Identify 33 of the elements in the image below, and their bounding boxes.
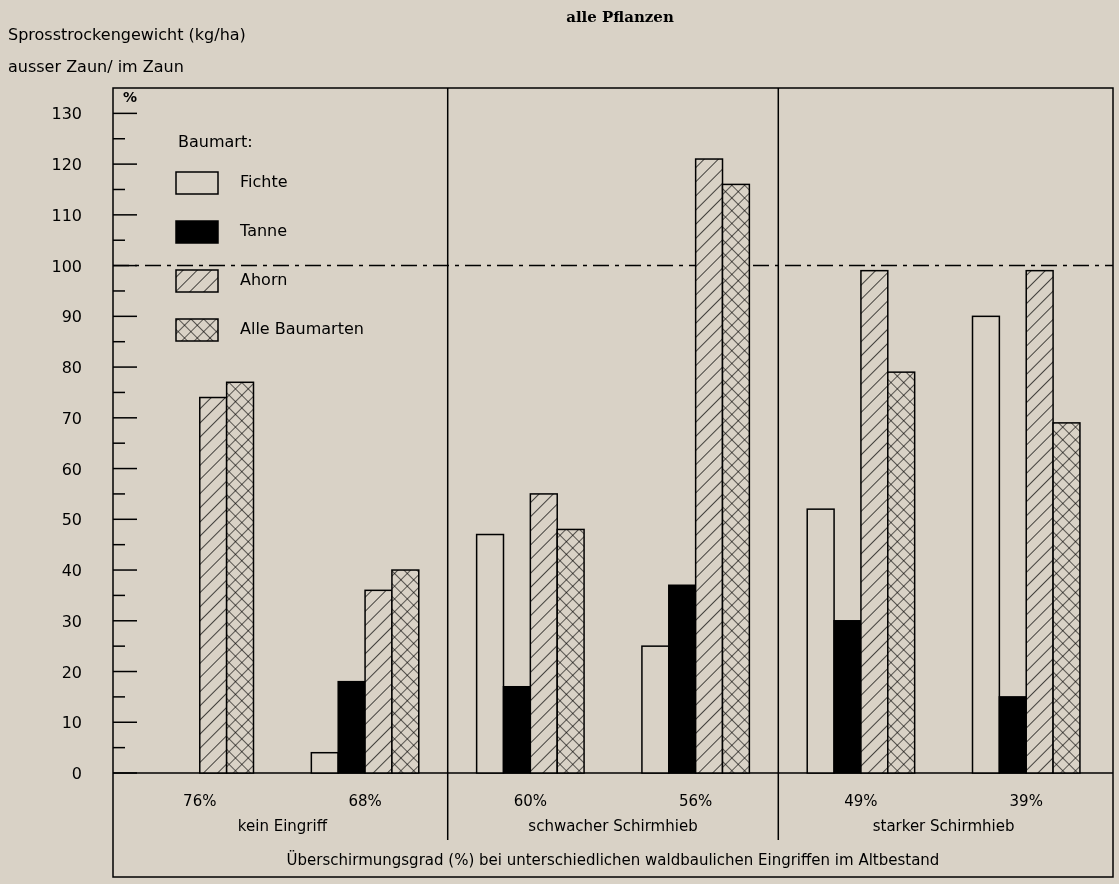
text: schwacher Schirmhieb <box>528 817 698 835</box>
x-tick-label: 68% <box>348 792 382 810</box>
legend-label: Fichte <box>240 172 288 191</box>
y-tick-label: 110 <box>51 205 82 225</box>
y-tick-label: 90 <box>61 307 82 327</box>
y-tick-label: 20 <box>61 662 82 682</box>
y-tick-label: 100 <box>51 256 82 276</box>
x-tick-label: 56% <box>678 792 713 810</box>
legend-title: Baumart: <box>178 132 253 151</box>
y-tick-label: 0 <box>71 764 82 783</box>
x-axis-title: Überschirmungsgrad (%) bei unterschiedlichen waldbaulichen Eingriffen im Altbestand <box>286 850 940 869</box>
x-tick-label: 76% <box>183 792 217 810</box>
legend-label: Alle Baumarten <box>240 319 364 338</box>
y-tick-label: 80 <box>61 358 82 378</box>
y-tick-label: 130 <box>51 104 82 124</box>
y-tick-label: 50 <box>61 510 82 530</box>
legend-label: Ahorn <box>240 270 288 289</box>
x-tick-label: 39% <box>1009 792 1043 810</box>
legend-label: Tanne <box>239 221 288 240</box>
x-tick-label: 60% <box>513 792 548 810</box>
annotation: % <box>122 89 138 105</box>
chart-subtitle: ausser Zaun/ im Zaun <box>8 57 184 76</box>
y-axis-title: Sprosstrockengewicht (kg/ha) <box>8 25 246 44</box>
text: starker Schirmhieb <box>872 817 1015 835</box>
y-tick-label: 40 <box>61 561 82 581</box>
y-tick-label: 60 <box>61 459 82 479</box>
y-tick-label: 70 <box>61 408 82 428</box>
y-tick-label: 120 <box>51 155 82 175</box>
text: kein Eingriff <box>237 817 328 835</box>
y-tick-label: 10 <box>61 713 82 733</box>
y-tick-label: 30 <box>61 611 82 631</box>
x-tick-label: 49% <box>844 792 878 810</box>
chart-title: alle Pflanzen <box>566 8 674 26</box>
